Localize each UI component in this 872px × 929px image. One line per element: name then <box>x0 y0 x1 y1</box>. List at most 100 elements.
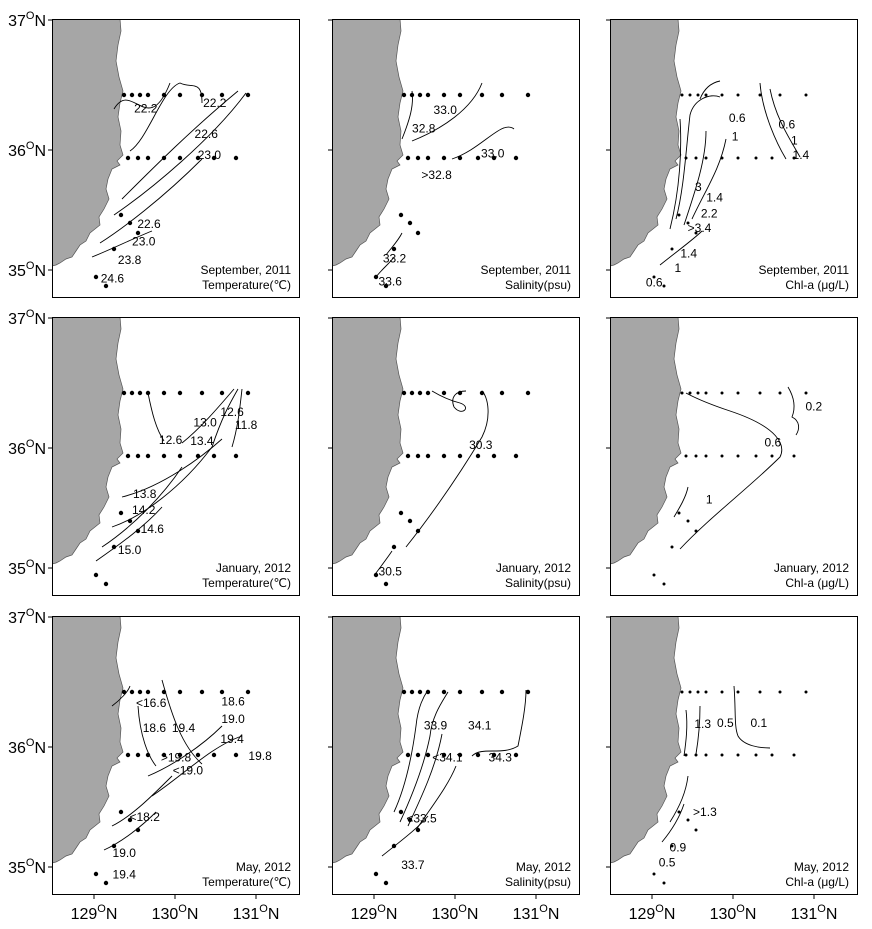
contour-label: 1 <box>791 133 798 147</box>
lat-tick-label: 35ON <box>8 857 46 877</box>
panel-frame <box>332 19 580 298</box>
contour-label: 19.4 <box>172 721 196 735</box>
station-point <box>704 690 708 694</box>
contour-label: 3 <box>695 180 702 194</box>
isoline <box>451 126 515 160</box>
station-point <box>137 92 143 98</box>
station-point <box>652 573 656 577</box>
station-point <box>792 156 796 160</box>
station-point <box>441 689 447 695</box>
station-point <box>754 454 758 458</box>
station-point <box>792 454 796 458</box>
panel-variable: Chl-a (μg/L) <box>785 875 849 889</box>
station-point <box>233 752 239 758</box>
contour-label: >32.8 <box>421 168 452 182</box>
station-point <box>417 689 423 695</box>
contour-label: 14.2 <box>132 503 156 517</box>
contour-label: <34.1 <box>432 750 463 764</box>
station-point <box>441 752 447 758</box>
contour-label: 0.6 <box>778 117 795 131</box>
station-point <box>93 274 99 280</box>
station-point <box>161 155 167 161</box>
isoline <box>411 82 483 142</box>
panel-date: May, 2012 <box>516 860 571 874</box>
contour-label: 0.6 <box>729 111 746 125</box>
station-point <box>135 453 141 459</box>
contour-label: 22.2 <box>134 101 158 115</box>
station-point <box>758 93 762 97</box>
station-point <box>778 391 782 395</box>
station-point <box>199 92 205 98</box>
tick-marks <box>328 317 332 569</box>
station-point <box>652 275 656 279</box>
isoline <box>111 685 131 707</box>
contour-label: >1.3 <box>693 805 717 819</box>
contour-label: 1.4 <box>706 191 723 205</box>
tick-marks <box>606 317 610 569</box>
panel-may-2012-salinity: 33.9 34.1 <34.1 34.3 <33.5 33.7 May, 2012Salin… <box>328 616 580 899</box>
lat-tick-label: 37ON <box>8 10 46 30</box>
station-point <box>373 274 379 280</box>
station-point <box>127 817 133 823</box>
panel-frame <box>610 616 858 895</box>
contour-label: 33.0 <box>481 147 505 161</box>
isoline <box>101 466 183 548</box>
station-point <box>696 690 700 694</box>
tick-marks <box>606 616 815 899</box>
station-point <box>652 872 656 876</box>
isoline <box>683 709 688 757</box>
station-point <box>754 753 758 757</box>
contour-label: 18.6 <box>143 721 167 735</box>
lat-tick-label: 37ON <box>8 308 46 328</box>
contour-label: 23.8 <box>118 253 142 267</box>
land-mass <box>610 317 682 565</box>
panel-frame <box>332 616 580 895</box>
station-point <box>415 752 421 758</box>
contour-label: 1 <box>732 129 739 143</box>
contour-label: 13.8 <box>133 487 157 501</box>
station-point <box>677 213 681 217</box>
contour-label: 0.5 <box>659 855 676 869</box>
contour-label: 0.2 <box>805 399 822 413</box>
panel-variable: Temperature(℃) <box>202 576 291 590</box>
station-point <box>491 155 497 161</box>
station-point <box>457 689 463 695</box>
lon-tick-label: 131ON <box>233 903 280 923</box>
contour-label: >19.8 <box>161 750 192 764</box>
station-point <box>405 453 411 459</box>
contour-label: >3.4 <box>688 221 712 235</box>
station-point <box>670 844 674 848</box>
station-point <box>479 390 485 396</box>
station-point <box>127 220 133 226</box>
isoline <box>121 90 239 200</box>
contour-label: 0.5 <box>717 716 734 730</box>
station-point <box>686 519 690 523</box>
isoline <box>231 388 243 448</box>
station-point <box>457 390 463 396</box>
station-point <box>233 155 239 161</box>
station-point <box>409 689 415 695</box>
station-point <box>677 810 681 814</box>
station-point <box>662 582 666 586</box>
contour-label: 30.3 <box>469 438 493 452</box>
panel-variable: Salinity(psu) <box>505 278 571 292</box>
panel-variable: Chl-a (μg/L) <box>785 576 849 590</box>
station-point <box>670 545 674 549</box>
isoline <box>375 256 395 278</box>
station-point <box>475 453 481 459</box>
station-point <box>211 453 217 459</box>
station-point <box>125 453 131 459</box>
contour-label: 19.8 <box>248 749 272 763</box>
contour-label: 33.7 <box>401 858 425 872</box>
isoline <box>759 82 787 160</box>
lon-tick-label: 129ON <box>629 903 676 923</box>
station-point <box>373 572 379 578</box>
isoline <box>181 388 235 444</box>
panel-date: September, 2011 <box>480 263 571 277</box>
station-point <box>118 809 124 815</box>
station-point <box>199 689 205 695</box>
station-point <box>129 390 135 396</box>
station-point <box>688 93 692 97</box>
station-point <box>704 156 708 160</box>
